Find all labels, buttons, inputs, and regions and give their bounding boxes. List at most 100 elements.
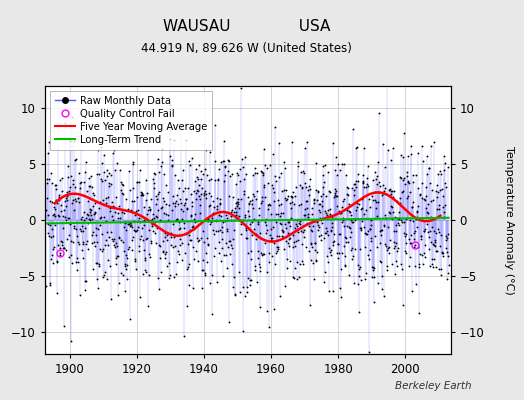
Point — [403, 178, 412, 184]
Point — [310, 276, 319, 282]
Point — [359, 179, 367, 186]
Point — [363, 181, 371, 187]
Point — [116, 236, 125, 243]
Point — [155, 189, 163, 196]
Point — [307, 240, 315, 247]
Point — [88, 216, 96, 222]
Point — [357, 277, 365, 283]
Point — [193, 258, 202, 264]
Point — [67, 173, 75, 179]
Point — [320, 279, 328, 285]
Point — [183, 266, 191, 272]
Point — [203, 259, 211, 265]
Point — [300, 212, 309, 218]
Point — [385, 186, 394, 193]
Point — [192, 166, 200, 172]
Point — [161, 230, 169, 236]
Point — [182, 303, 191, 310]
Point — [363, 228, 372, 235]
Point — [318, 198, 326, 204]
Point — [267, 237, 275, 243]
Point — [178, 177, 186, 183]
Point — [47, 234, 55, 240]
Point — [191, 190, 200, 196]
Point — [234, 196, 243, 202]
Point — [276, 200, 285, 207]
Point — [336, 167, 344, 173]
Point — [402, 216, 410, 222]
Point — [352, 178, 360, 184]
Point — [293, 259, 301, 265]
Point — [234, 172, 242, 178]
Point — [427, 143, 435, 149]
Point — [407, 240, 415, 246]
Point — [46, 282, 54, 288]
Point — [166, 102, 174, 108]
Point — [436, 168, 444, 174]
Point — [178, 257, 186, 264]
Point — [184, 264, 192, 270]
Point — [350, 280, 358, 287]
Point — [204, 218, 212, 224]
Point — [410, 243, 418, 250]
Point — [72, 226, 80, 232]
Point — [274, 244, 282, 250]
Point — [296, 182, 304, 188]
Point — [287, 194, 296, 201]
Point — [326, 206, 334, 212]
Point — [230, 216, 238, 223]
Point — [103, 166, 112, 173]
Point — [358, 218, 366, 224]
Point — [135, 179, 143, 185]
Point — [246, 198, 255, 205]
Point — [217, 213, 225, 220]
Point — [373, 212, 381, 219]
Point — [85, 216, 93, 222]
Point — [417, 236, 425, 242]
Point — [340, 196, 348, 202]
Point — [325, 211, 334, 217]
Point — [121, 288, 129, 295]
Point — [54, 242, 62, 248]
Point — [162, 182, 171, 188]
Point — [283, 255, 291, 262]
Point — [379, 188, 388, 194]
Point — [168, 163, 177, 170]
Point — [159, 171, 168, 177]
Point — [139, 203, 148, 210]
Point — [95, 262, 103, 269]
Point — [331, 190, 340, 196]
Point — [329, 288, 337, 294]
Point — [79, 254, 88, 261]
Point — [153, 225, 161, 232]
Point — [412, 216, 420, 222]
Point — [183, 206, 191, 212]
Point — [113, 253, 122, 259]
Point — [155, 242, 163, 249]
Point — [262, 216, 270, 222]
Point — [283, 230, 292, 236]
Point — [425, 234, 433, 240]
Point — [384, 224, 392, 230]
Point — [139, 237, 147, 244]
Point — [287, 215, 296, 221]
Point — [221, 162, 229, 169]
Point — [85, 183, 94, 189]
Point — [174, 250, 183, 257]
Point — [409, 218, 418, 224]
Point — [345, 208, 353, 214]
Point — [66, 184, 74, 190]
Point — [280, 186, 288, 193]
Point — [315, 224, 323, 230]
Point — [443, 230, 452, 237]
Point — [316, 215, 324, 222]
Point — [115, 234, 124, 240]
Point — [282, 187, 290, 194]
Point — [230, 209, 238, 215]
Point — [43, 149, 52, 156]
Point — [222, 215, 231, 221]
Point — [43, 221, 52, 227]
Point — [321, 269, 330, 275]
Point — [179, 188, 187, 194]
Point — [216, 159, 225, 165]
